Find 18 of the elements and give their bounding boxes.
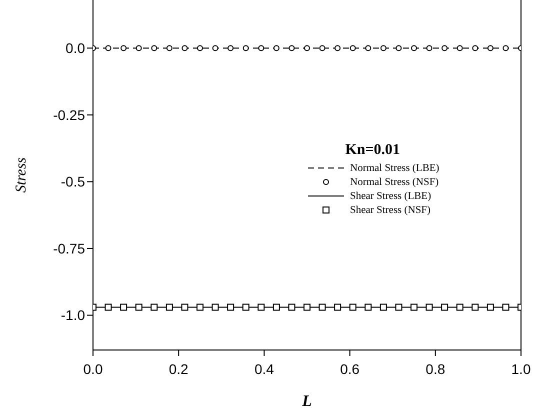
y-tick-label: -1.0 <box>60 307 86 324</box>
legend-label: Shear Stress (LBE) <box>350 190 432 202</box>
y-tick-label: -0.75 <box>53 240 86 256</box>
x-tick-label: 0.0 <box>83 360 103 377</box>
x-tick-label: 0.4 <box>254 360 274 377</box>
x-tick-label: 0.2 <box>168 360 189 377</box>
x-tick-label: 1.0 <box>511 360 531 377</box>
x-tick-label: 0.8 <box>426 360 446 377</box>
legend-label: Normal Stress (NSF) <box>350 176 439 188</box>
y-tick-label: 0.0 <box>66 40 86 56</box>
x-axis-title: L <box>301 393 312 410</box>
legend-label: Normal Stress (LBE) <box>350 162 440 174</box>
x-tick-label: 0.6 <box>340 360 360 377</box>
y-axis-title: Stress <box>13 157 30 193</box>
legend-title: Kn=0.01 <box>344 142 402 159</box>
y-tick-label: -0.5 <box>60 174 86 190</box>
legend-label: Shear Stress (NSF) <box>350 204 430 216</box>
y-tick-label: -0.25 <box>53 106 86 123</box>
